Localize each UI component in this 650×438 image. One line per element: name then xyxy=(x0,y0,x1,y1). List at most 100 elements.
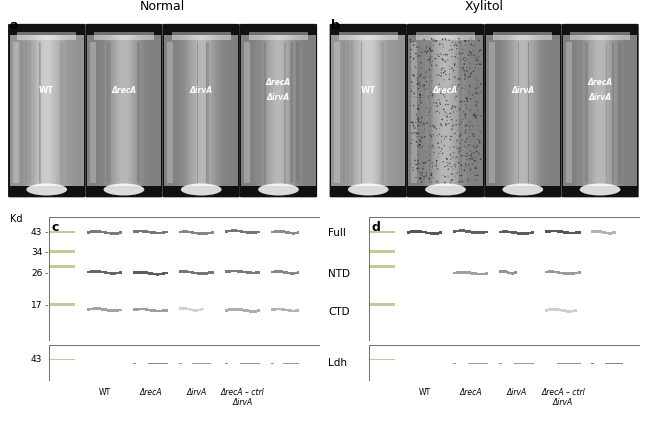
Bar xyxy=(240,270,242,273)
Point xyxy=(448,67,459,74)
Point xyxy=(425,73,436,80)
Bar xyxy=(428,232,430,234)
Point xyxy=(437,150,448,157)
Point xyxy=(441,113,452,120)
Bar xyxy=(593,35,595,186)
Point xyxy=(471,98,481,105)
Point xyxy=(408,102,419,109)
Point xyxy=(426,53,437,60)
Text: WT: WT xyxy=(39,85,54,95)
Bar xyxy=(508,272,510,274)
Point xyxy=(409,55,419,62)
Bar xyxy=(597,230,600,233)
Bar xyxy=(511,231,514,233)
Bar xyxy=(233,35,235,186)
Bar xyxy=(557,230,560,233)
Bar xyxy=(592,230,593,233)
Point xyxy=(430,55,441,62)
Point xyxy=(415,144,425,151)
Point xyxy=(464,82,474,89)
Bar xyxy=(357,35,359,186)
Bar xyxy=(192,363,195,364)
Bar xyxy=(21,35,23,186)
Bar xyxy=(517,232,520,235)
Bar xyxy=(606,232,608,234)
Bar xyxy=(182,230,185,233)
Text: ΔirvA: ΔirvA xyxy=(187,388,207,397)
Point xyxy=(417,178,427,185)
Bar xyxy=(278,35,280,186)
Point xyxy=(472,81,482,88)
Bar xyxy=(505,230,508,233)
Point xyxy=(443,173,453,180)
Bar xyxy=(404,35,406,186)
Bar xyxy=(61,346,62,381)
Bar xyxy=(209,232,211,234)
Point xyxy=(469,133,479,140)
Bar xyxy=(388,346,389,381)
Point xyxy=(466,49,476,56)
Point xyxy=(454,35,464,42)
Bar xyxy=(502,270,504,272)
Bar xyxy=(275,35,277,186)
Bar xyxy=(387,346,388,381)
Bar xyxy=(34,35,36,186)
Bar xyxy=(585,35,587,186)
Point xyxy=(456,164,466,171)
Bar xyxy=(249,310,252,313)
Bar xyxy=(511,272,512,275)
Bar xyxy=(50,303,75,306)
Point xyxy=(417,118,427,125)
Point xyxy=(450,88,460,95)
Bar xyxy=(564,310,566,312)
Bar xyxy=(571,32,630,40)
Bar xyxy=(602,35,604,186)
Point xyxy=(408,167,418,174)
Bar xyxy=(269,35,271,186)
Point xyxy=(409,38,419,45)
Bar xyxy=(198,309,200,311)
Point xyxy=(439,93,450,100)
Bar xyxy=(58,346,60,381)
Bar xyxy=(179,307,181,310)
Point xyxy=(425,105,436,112)
Point xyxy=(408,71,418,78)
Bar xyxy=(618,42,621,183)
Bar xyxy=(144,363,148,364)
Bar xyxy=(202,308,203,311)
Bar xyxy=(541,35,543,186)
Point xyxy=(436,67,447,74)
Point xyxy=(452,108,462,115)
Bar xyxy=(609,35,611,186)
Bar xyxy=(618,363,621,364)
Bar xyxy=(471,231,474,233)
Point xyxy=(419,36,430,43)
Bar xyxy=(36,35,38,186)
Bar xyxy=(363,35,365,186)
Bar xyxy=(385,35,387,186)
Bar xyxy=(563,231,566,233)
Bar xyxy=(281,363,283,364)
Bar xyxy=(614,231,616,233)
Point xyxy=(436,138,447,145)
Bar xyxy=(381,346,382,381)
Bar xyxy=(137,42,140,183)
Point xyxy=(455,147,465,154)
Bar xyxy=(54,217,55,342)
Bar xyxy=(284,42,285,183)
Bar xyxy=(412,35,414,186)
Bar xyxy=(462,35,464,186)
Bar xyxy=(17,35,19,186)
Bar xyxy=(419,230,422,233)
Bar xyxy=(374,35,376,186)
Bar xyxy=(612,363,615,364)
Bar xyxy=(548,363,551,364)
Bar xyxy=(225,309,228,312)
Point xyxy=(471,172,481,179)
Point xyxy=(408,56,419,63)
Point xyxy=(463,161,474,168)
Bar xyxy=(202,35,203,186)
Bar xyxy=(578,35,580,186)
Bar xyxy=(185,35,187,186)
Point xyxy=(426,47,436,54)
